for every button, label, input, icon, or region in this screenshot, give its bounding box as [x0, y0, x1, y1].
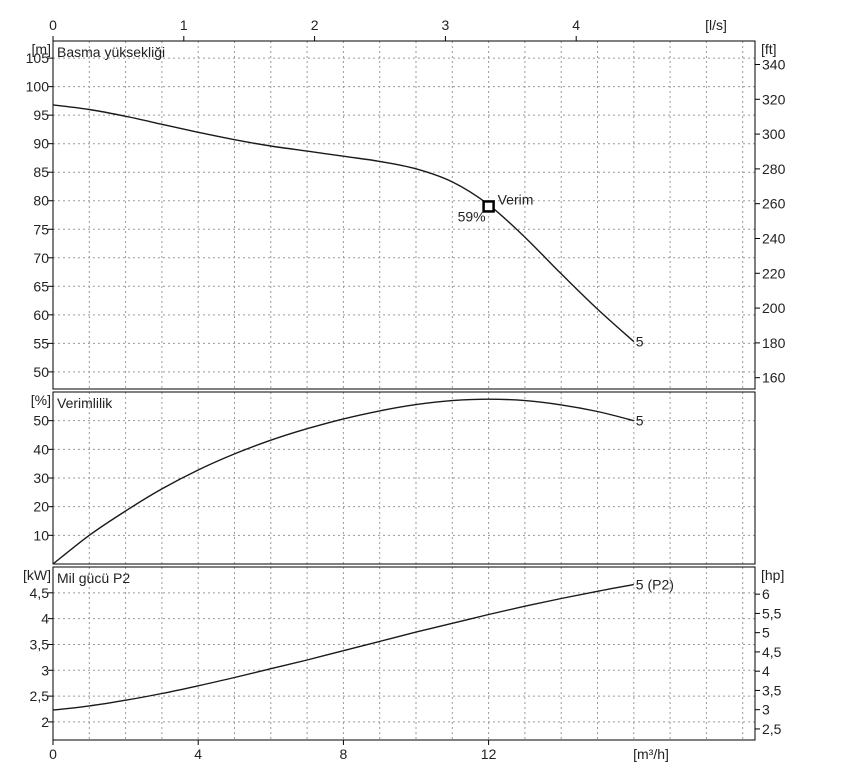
y-tick-label: 55	[33, 335, 49, 351]
y-axis-unit-head: [m]	[32, 41, 51, 57]
y-tick-label: 90	[33, 136, 49, 152]
y-tick-label: 30	[33, 470, 49, 486]
y2-tick-label: 4,5	[762, 644, 782, 660]
y-tick-label: 65	[33, 278, 49, 294]
y2-tick-label: 5,5	[762, 605, 782, 621]
y2-tick-label: 240	[762, 230, 786, 246]
panel-frame-head	[52, 40, 756, 390]
panel-frame-efficiency	[52, 391, 756, 565]
duty-point-label: Verim	[498, 191, 534, 207]
top-x-tick-label: 1	[180, 17, 188, 33]
curve-end-label-head: 5	[636, 334, 644, 350]
x-tick-label: 4	[194, 746, 202, 762]
y-tick-label: 95	[33, 107, 49, 123]
panel-title-power: Mil gücü P2	[57, 570, 130, 586]
y-tick-label: 10	[33, 527, 49, 543]
y2-tick-label: 3,5	[762, 682, 782, 698]
y-tick-label: 75	[33, 221, 49, 237]
y-tick-label: 3	[41, 662, 49, 678]
y2-tick-label: 300	[762, 126, 786, 142]
top-x-tick-label: 2	[311, 17, 319, 33]
x-axis-unit: [m³/h]	[633, 746, 669, 762]
y2-tick-label: 280	[762, 161, 786, 177]
top-x-tick-label: 0	[49, 17, 57, 33]
y-tick-label: 4	[41, 611, 49, 627]
y2-tick-label: 260	[762, 196, 786, 212]
y2-axis-unit-head: [ft]	[761, 41, 777, 57]
duty-point-efficiency-label: 59%	[458, 208, 486, 224]
y2-tick-label: 5	[762, 625, 770, 641]
curve-end-label-efficiency: 5	[636, 413, 644, 429]
duty-point-marker	[482, 200, 495, 213]
y-tick-label: 60	[33, 307, 49, 323]
curve-end-label-power: 5 (P2)	[636, 577, 674, 593]
curve-power	[52, 583, 634, 711]
y2-axis-unit-power: [hp]	[761, 567, 784, 583]
curve-head	[52, 104, 635, 343]
x-tick-label: 12	[481, 746, 497, 762]
y2-tick-label: 180	[762, 335, 786, 351]
y2-tick-label: 2,5	[762, 721, 782, 737]
y-tick-label: 80	[33, 193, 49, 209]
y2-tick-label: 3	[762, 702, 770, 718]
y2-tick-label: 320	[762, 91, 786, 107]
y2-tick-label: 6	[762, 586, 770, 602]
panel-title-head: Basma yüksekliği	[57, 44, 165, 60]
y-tick-label: 100	[26, 79, 50, 95]
y-tick-label: 20	[33, 499, 49, 515]
y2-tick-label: 200	[762, 300, 786, 316]
y-tick-label: 85	[33, 164, 49, 180]
x-tick-label: 0	[49, 746, 57, 762]
y-tick-label: 40	[33, 441, 49, 457]
y2-tick-label: 4	[762, 663, 770, 679]
y-tick-label: 70	[33, 250, 49, 266]
panel-frame-power	[52, 566, 756, 741]
top-x-axis-unit: [l/s]	[705, 17, 727, 33]
y-axis-unit-efficiency: [%]	[31, 392, 51, 408]
panel-title-efficiency: Verimlilik	[57, 395, 113, 411]
y-tick-label: 2	[41, 714, 49, 730]
curve-efficiency	[52, 398, 634, 565]
y-tick-label: 50	[33, 364, 49, 380]
top-x-tick-label: 4	[572, 17, 580, 33]
y-tick-label: 105	[26, 50, 50, 66]
y2-tick-label: 340	[762, 56, 786, 72]
y2-tick-label: 220	[762, 265, 786, 281]
y-axis-unit-power: [kW]	[23, 567, 51, 583]
top-x-tick-label: 3	[442, 17, 450, 33]
y2-tick-label: 160	[762, 370, 786, 386]
y-tick-label: 2,5	[30, 688, 50, 704]
x-tick-label: 8	[340, 746, 348, 762]
y-tick-label: 50	[33, 413, 49, 429]
y-tick-label: 3,5	[30, 636, 50, 652]
y-tick-label: 4,5	[30, 585, 50, 601]
